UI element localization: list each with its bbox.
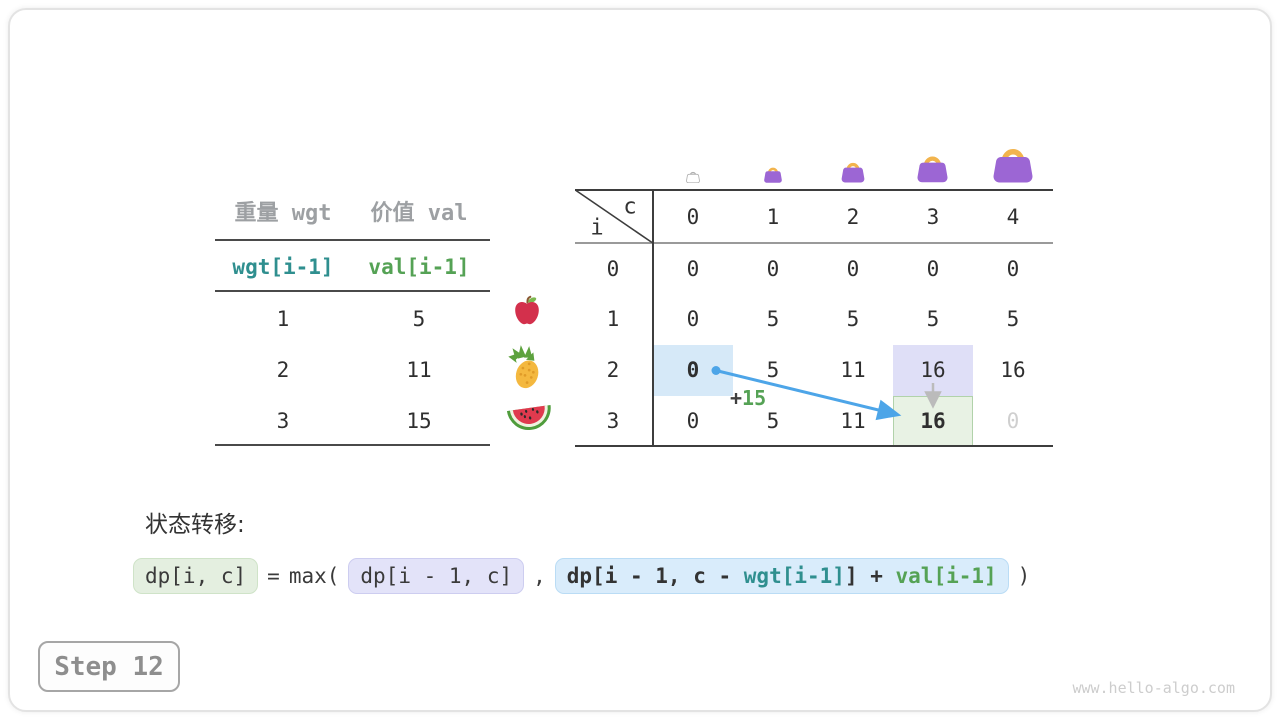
dp-cell-1-4: 5: [1006, 307, 1020, 331]
watermelon-icon: [505, 398, 553, 430]
dp-col-header: 2: [846, 205, 860, 229]
dp-col-header: 1: [766, 205, 780, 229]
formula-lhs: dp[i, c]: [133, 558, 259, 594]
dp-cell-3-4: 0: [1006, 409, 1020, 433]
item-3-wgt: 3: [276, 409, 290, 433]
dp-table-line-bottom: [575, 445, 1053, 447]
dp-cell-2-0: 0: [686, 358, 700, 382]
dp-cell-0-3: 0: [926, 257, 940, 281]
dp-cell-0-0: 0: [686, 257, 700, 281]
items-index-val: val[i-1]: [368, 255, 470, 279]
dp-cell-2-1: 5: [766, 358, 780, 382]
canvas-border: [8, 8, 1272, 712]
dp-col-header: 4: [1006, 205, 1020, 229]
dp-cell-1-2: 5: [846, 307, 860, 331]
dp-cell-3-0: 0: [686, 409, 700, 433]
dp-table-line-vertical: [652, 189, 654, 447]
dp-cell-2-2: 11: [840, 358, 866, 382]
watermark: www.hello-algo.com: [1072, 679, 1235, 697]
items-table-line-bottom: [215, 444, 490, 446]
items-table-line-top: [215, 239, 490, 241]
dp-cell-1-0: 0: [686, 307, 700, 331]
item-2-wgt: 2: [276, 358, 290, 382]
transition-formula: dp[i, c] = max( dp[i - 1, c] , dp[i - 1,…: [133, 558, 1030, 594]
dp-row-header: 3: [606, 409, 620, 433]
formula-max-open: max(: [288, 564, 340, 588]
apple-icon: [510, 294, 544, 328]
dp-cell-0-4: 0: [1006, 257, 1020, 281]
transition-add-annotation: +15: [730, 386, 767, 410]
dp-row-header: 0: [606, 257, 620, 281]
bag-outline-icon: [685, 169, 701, 183]
items-table-line-mid: [215, 290, 490, 292]
dp-corner-col-var: c: [623, 194, 637, 220]
dp-col-header: 0: [686, 205, 700, 229]
dp-cell-0-2: 0: [846, 257, 860, 281]
transition-heading: 状态转移:: [145, 512, 245, 538]
bag-xlarge-icon: [989, 141, 1037, 183]
formula-option-keep: dp[i - 1, c]: [348, 558, 525, 594]
formula-comma: ,: [533, 564, 546, 588]
items-col-header-wgt: 重量 wgt: [234, 201, 332, 226]
item-1-wgt: 1: [276, 307, 290, 331]
dp-corner-row-var: i: [590, 215, 604, 241]
dp-cell-2-4: 16: [1000, 358, 1026, 382]
items-index-wgt: wgt[i-1]: [232, 255, 334, 279]
bag-small-icon: [762, 164, 784, 183]
dp-cell-0-1: 0: [766, 257, 780, 281]
dp-cell-2-3: 16: [920, 358, 946, 382]
dp-row-header: 2: [606, 358, 620, 382]
dp-row-header: 1: [606, 307, 620, 331]
dp-cell-1-3: 5: [926, 307, 940, 331]
bag-medium-icon: [839, 158, 867, 183]
dp-cell-3-1: 5: [766, 409, 780, 433]
item-3-val: 15: [406, 409, 432, 433]
step-badge: Step 12: [38, 641, 180, 692]
dp-col-header: 3: [926, 205, 940, 229]
bag-large-icon: [914, 150, 951, 183]
dp-cell-3-2: 11: [840, 409, 866, 433]
dp-table-line-top: [575, 189, 1053, 191]
item-1-val: 5: [412, 307, 426, 331]
formula-equals: =: [267, 564, 280, 588]
dp-cell-3-3: 16: [920, 409, 946, 433]
dp-table-line-header: [575, 242, 1053, 244]
pineapple-icon: [504, 342, 546, 392]
item-2-val: 11: [406, 358, 432, 382]
formula-paren-close: ): [1017, 564, 1031, 588]
dp-cell-1-1: 5: [766, 307, 780, 331]
formula-option-take: dp[i - 1, c - wgt[i-1]] + val[i-1]: [554, 558, 1009, 594]
items-col-header-val: 价值 val: [370, 201, 468, 226]
